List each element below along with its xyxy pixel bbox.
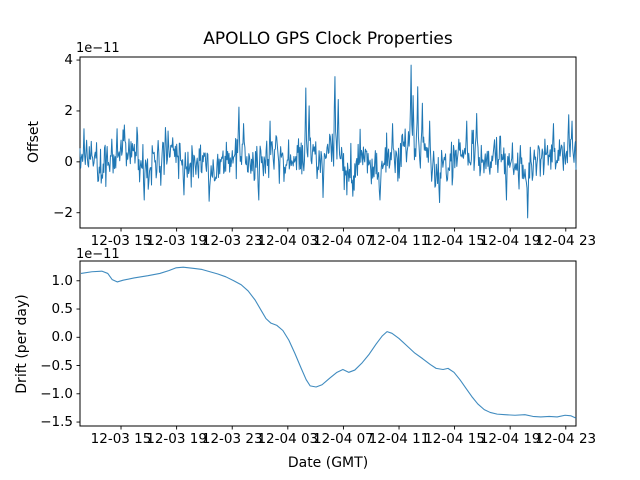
x-tick-label: 12-04 19 [479, 431, 541, 447]
y-tick-label: −1.5 [40, 414, 73, 431]
figure-title: APOLLO GPS Clock Properties [203, 29, 453, 49]
x-tick-label: 12-04 15 [424, 431, 485, 447]
y-tick-label: 0.5 [51, 301, 73, 318]
x-tick-label: 12-04 23 [535, 431, 597, 447]
drift-axis-scale-text: 1e−11 [76, 247, 120, 262]
x-tick-label: 12-04 03 [257, 233, 319, 249]
x-tick-label: 12-04 11 [368, 431, 430, 447]
x-tick-label: 12-03 19 [146, 233, 207, 249]
x-tick-label: 12-04 11 [368, 233, 430, 249]
x-tick-label: 12-04 07 [313, 233, 374, 249]
y-tick-label: 0.0 [51, 329, 73, 346]
x-tick-label: 12-04 15 [424, 233, 485, 249]
x-tick-label: 12-03 23 [201, 431, 263, 447]
x-tick-label: 12-04 19 [479, 233, 541, 249]
x-tick-label: 12-03 15 [90, 233, 152, 249]
y-tick-label: 2 [64, 102, 73, 119]
offset-subplot-frame [79, 56, 577, 229]
y-tick-label: 4 [64, 52, 73, 69]
x-tick-label: 12-04 03 [257, 431, 319, 447]
y-tick-label: −1.0 [40, 385, 73, 402]
y-tick-label: −0.5 [40, 357, 73, 374]
x-tick-label: 12-04 23 [535, 233, 597, 249]
y-tick-label: −2 [53, 204, 73, 221]
x-axis-label: Date (GMT) [287, 455, 369, 471]
offset-series-line [79, 64, 577, 219]
y-tick-label: 1.0 [51, 272, 73, 289]
x-tick-label: 12-03 23 [201, 233, 263, 249]
x-tick-label: 12-04 07 [313, 431, 374, 447]
drift-subplot-frame [79, 260, 577, 427]
y-tick-label: 0 [64, 153, 73, 170]
x-tick-label: 12-03 19 [146, 431, 207, 447]
x-tick-label: 12-03 15 [90, 431, 152, 447]
drift-series-line [80, 266, 577, 419]
offset-axis-scale-text: 1e−11 [76, 41, 120, 56]
